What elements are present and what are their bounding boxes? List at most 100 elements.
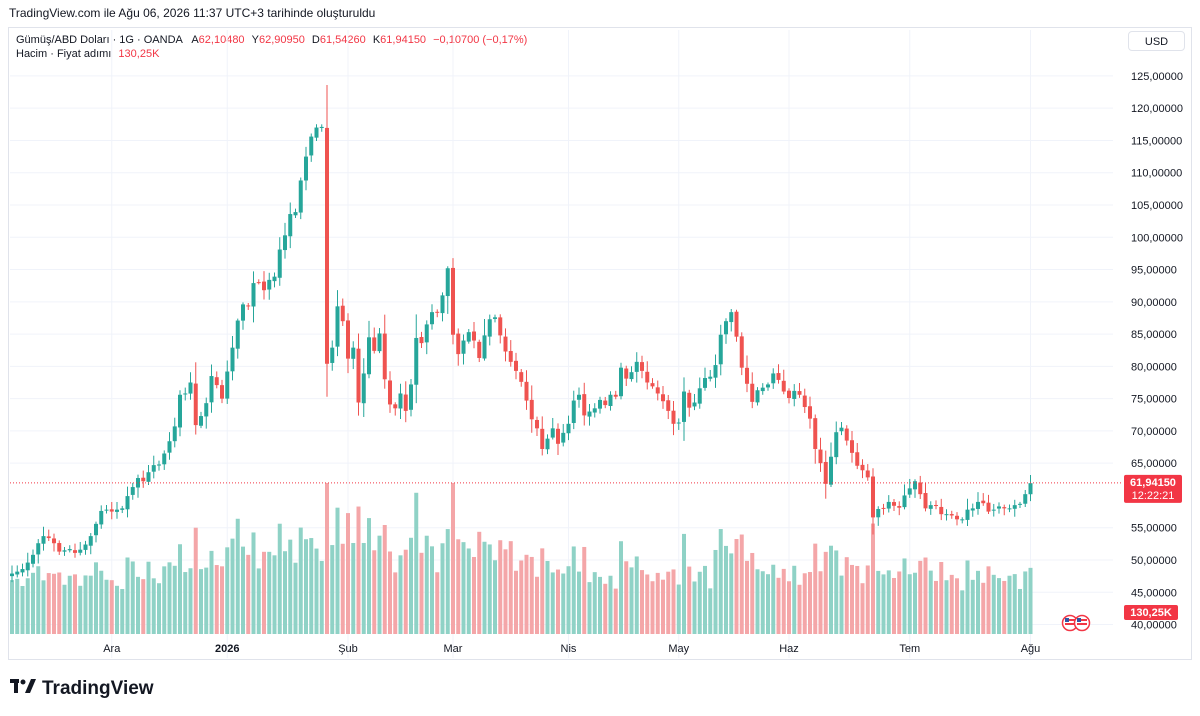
volume-bar xyxy=(871,523,875,634)
volume-bar xyxy=(256,568,261,634)
volume-bar xyxy=(62,584,67,634)
candle-body xyxy=(976,501,980,509)
volume-bar xyxy=(781,568,786,634)
y-tick-label: 95,00000 xyxy=(1131,265,1177,277)
y-tick-label: 55,00000 xyxy=(1131,523,1177,535)
volume-bar xyxy=(739,534,744,634)
volume-bar xyxy=(771,564,776,634)
last-price-badge xyxy=(1124,474,1182,503)
candle-body xyxy=(25,562,30,571)
candle-body xyxy=(645,371,650,383)
volume-bar xyxy=(141,579,146,634)
volume-bar xyxy=(802,573,807,634)
candle-body xyxy=(188,382,193,394)
candle-body xyxy=(204,403,209,417)
candle-body xyxy=(556,428,560,444)
candle-body xyxy=(913,481,917,490)
candle-body xyxy=(524,381,529,401)
us-flag-icon xyxy=(1077,619,1087,621)
volume-bar xyxy=(57,572,62,634)
x-tick-label: Nis xyxy=(561,643,577,655)
candle-body xyxy=(766,384,770,388)
brand-name: TradingView xyxy=(42,678,154,699)
volume-bar xyxy=(288,539,293,634)
candle-body xyxy=(493,317,497,319)
candle-body xyxy=(687,392,692,408)
candle-body xyxy=(923,493,928,509)
volume-bar xyxy=(367,518,371,634)
candle-body xyxy=(36,543,41,555)
volume-bar xyxy=(493,560,497,634)
candle-body xyxy=(965,509,970,520)
candle-body xyxy=(529,399,534,420)
volume-bar xyxy=(671,569,676,634)
volume-bar xyxy=(676,584,681,634)
candle-body xyxy=(130,487,135,495)
volume-bar xyxy=(130,561,135,634)
volume-bar xyxy=(844,557,849,634)
candle-body xyxy=(540,428,545,449)
y-tick-label: 65,00000 xyxy=(1131,458,1177,470)
volume-bar xyxy=(456,539,461,634)
volume-bar xyxy=(424,535,429,634)
legend-volume-label[interactable]: Hacim · Fiyat adımı xyxy=(16,48,112,60)
candle-body xyxy=(157,464,161,466)
candle-body xyxy=(676,422,681,424)
volume-bar xyxy=(939,562,944,634)
candle-body xyxy=(902,495,907,508)
candle-body xyxy=(498,317,503,336)
volume-bar xyxy=(886,570,891,634)
volume-bar xyxy=(519,560,524,634)
volume-bar xyxy=(199,569,203,634)
volume-bar xyxy=(220,566,224,634)
y-tick-label: 90,00000 xyxy=(1131,297,1177,309)
candle-body xyxy=(146,472,151,482)
volume-bar xyxy=(755,569,760,634)
volume-bar xyxy=(624,561,629,634)
candle-body xyxy=(367,337,371,375)
volume-bar xyxy=(792,565,797,634)
candle-body xyxy=(151,465,156,472)
candle-body xyxy=(1023,494,1028,504)
candle-body xyxy=(839,427,844,432)
candle-body xyxy=(634,361,639,372)
currency-button[interactable]: USD xyxy=(1128,31,1185,51)
volume-bar xyxy=(713,549,718,634)
candle-body xyxy=(251,283,256,307)
volume-bar xyxy=(724,545,728,634)
volume-bar xyxy=(430,546,434,634)
volume-bar xyxy=(991,574,996,634)
candle-body xyxy=(372,337,377,351)
candle-body xyxy=(15,571,20,575)
candle-body xyxy=(745,367,749,384)
x-tick-label: 2026 xyxy=(215,643,239,655)
candle-body xyxy=(393,404,398,409)
x-tick-label: Ara xyxy=(103,643,121,655)
volume-bar xyxy=(209,550,214,634)
chart-frame xyxy=(8,27,1192,660)
candle-body xyxy=(582,394,587,416)
y-tick-label: 115,00000 xyxy=(1131,135,1182,147)
candle-body xyxy=(388,380,392,405)
candle-body xyxy=(377,333,382,352)
x-tick-label: May xyxy=(668,643,689,655)
volume-bar xyxy=(73,574,77,634)
candle-body xyxy=(325,127,329,364)
candle-body xyxy=(739,336,744,368)
volume-bar xyxy=(340,543,345,634)
legend-symbol[interactable]: Gümüş/ABD Doları · 1G · OANDA xyxy=(16,34,183,46)
volume-bar xyxy=(1012,574,1017,634)
volume-bar xyxy=(162,566,167,634)
volume-bar xyxy=(314,548,319,634)
candle-body xyxy=(351,347,356,359)
candle-body xyxy=(67,549,72,551)
volume-bar xyxy=(708,588,713,634)
volume-bar xyxy=(31,572,35,634)
candle-body xyxy=(991,509,996,511)
volume-bar xyxy=(88,575,93,634)
volume-bar xyxy=(892,577,896,634)
us-flag-icon xyxy=(1065,618,1069,622)
tradingview-logo[interactable]: TradingView xyxy=(10,678,154,700)
volume-bar xyxy=(634,556,639,634)
